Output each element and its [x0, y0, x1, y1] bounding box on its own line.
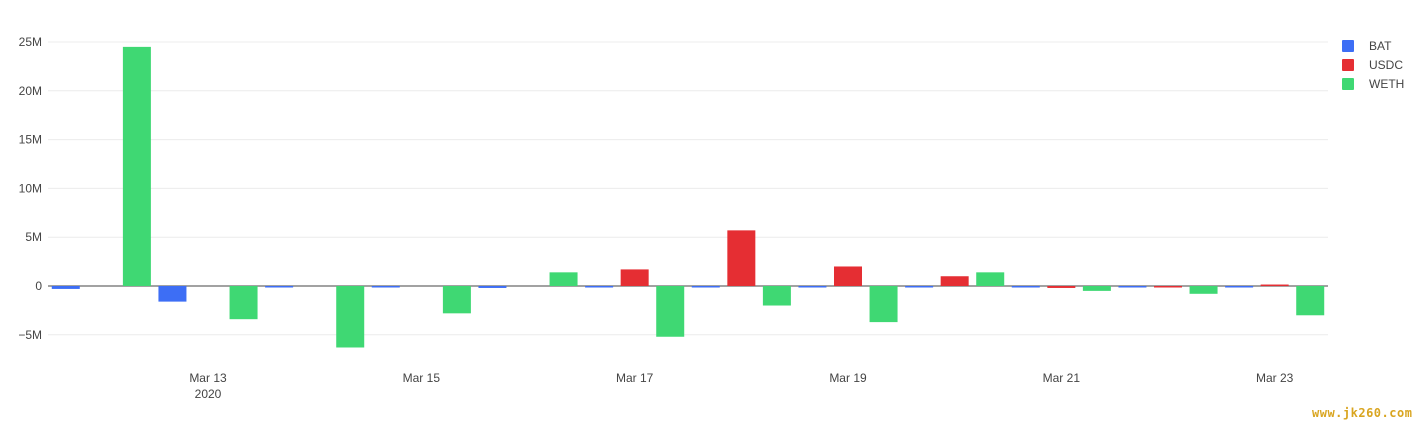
bars	[51, 46, 1325, 348]
legend-item-bat[interactable]: BAT	[1342, 36, 1404, 55]
legend-label-usdc: USDC	[1369, 57, 1404, 72]
gridlines	[48, 41, 1328, 336]
bar-weth-mar-12	[122, 46, 151, 286]
y-tick-label: 25M	[19, 35, 42, 49]
watermark: www.jk260.com	[1312, 406, 1413, 420]
bar-weth-mar-22	[1189, 286, 1218, 294]
bar-bat-mar-14	[265, 286, 294, 288]
bar-usdc-mar-22	[1154, 286, 1182, 288]
legend-swatch-weth	[1342, 77, 1354, 90]
bar-weth-mar-20	[976, 272, 1005, 286]
bar-weth-mar-19	[869, 286, 898, 323]
bar-bat-mar-17	[585, 286, 614, 288]
legend-item-usdc[interactable]: USDC	[1342, 55, 1404, 74]
bar-weth-mar-13	[229, 286, 258, 320]
bar-usdc-mar-20	[940, 276, 969, 286]
bar-weth-mar-16	[549, 272, 578, 286]
y-tick-label: 15M	[19, 133, 42, 147]
bar-bat-mar-15	[371, 286, 400, 288]
legend-item-weth[interactable]: WETH	[1342, 74, 1404, 93]
legend-label-bat: BAT	[1369, 38, 1392, 53]
bar-weth-mar-15	[442, 286, 471, 314]
x-tick-label: Mar 19	[829, 371, 867, 385]
bar-usdc-mar-18	[727, 230, 756, 286]
bar-usdc-mar-23	[1260, 284, 1289, 287]
bar-bat-mar-18	[691, 286, 720, 288]
bar-bat-mar-22	[1118, 286, 1147, 288]
legend: BAT USDC WETH	[1342, 36, 1404, 93]
bar-usdc-mar-19	[834, 266, 862, 286]
x-tick-label: Mar 13	[189, 371, 227, 385]
x-axis: Mar 13 2020 Mar 15 Mar 17 Mar 19 Mar 21 Mar 23	[189, 371, 1293, 401]
bar-bat-mar-20	[905, 286, 934, 288]
y-tick-label: 20M	[19, 84, 42, 98]
bar-weth-mar-17	[656, 286, 685, 337]
bar-bat-mar-16	[478, 286, 507, 288]
y-axis: 25M 20M 15M 10M 5M 0 −5M	[18, 35, 42, 342]
bar-weth-mar-23	[1296, 286, 1325, 316]
bar-usdc-mar-17	[620, 269, 649, 286]
bar-bat-mar-13	[158, 286, 187, 302]
bar-usdc-mar-21	[1047, 286, 1076, 288]
x-tick-label: Mar 17	[616, 371, 654, 385]
bar-bat-mar-23	[1225, 286, 1254, 288]
bar-weth-mar-14	[336, 286, 365, 348]
legend-label-weth: WETH	[1369, 76, 1405, 91]
bar-bat-mar-12	[51, 286, 80, 289]
x-tick-label: Mar 15	[403, 371, 441, 385]
legend-swatch-usdc	[1342, 58, 1354, 71]
x-tick-label: Mar 21	[1043, 371, 1081, 385]
x-tick-label: Mar 23	[1256, 371, 1294, 385]
bar-bat-mar-19	[798, 286, 827, 288]
y-tick-label: 10M	[19, 181, 42, 195]
x-tick-year-label: 2020	[195, 387, 222, 401]
legend-swatch-bat	[1342, 39, 1354, 52]
bar-bat-mar-21	[1011, 286, 1040, 288]
y-tick-label: 0	[35, 279, 42, 293]
bar-weth-mar-21	[1082, 286, 1111, 291]
bar-weth-mar-18	[762, 286, 791, 306]
y-tick-label: −5M	[18, 328, 42, 342]
y-tick-label: 5M	[25, 230, 42, 244]
